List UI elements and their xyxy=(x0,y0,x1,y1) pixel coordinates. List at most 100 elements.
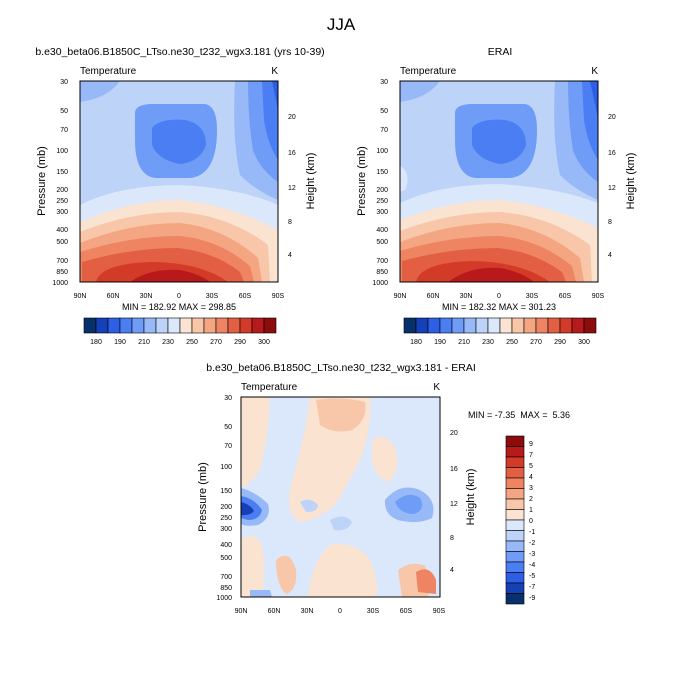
y-tick-label: 500 xyxy=(220,555,232,562)
y-tick-label: 850 xyxy=(220,585,232,592)
plot-frame xyxy=(79,80,279,283)
y-axis-label: Pressure (mb) xyxy=(36,146,48,216)
y-right-axis-label: Height (km) xyxy=(305,153,317,210)
x-tick-label: 90N xyxy=(74,293,87,300)
y-tick-label: 150 xyxy=(220,488,232,495)
y-right-tick-label: 20 xyxy=(288,114,296,121)
y-ticks: 30 50 70 100 150 200 250 300 400 500 700… xyxy=(216,395,232,602)
colorbar-swatch xyxy=(505,509,525,521)
colorbar-swatch xyxy=(83,317,97,334)
colorbar-label: 7 xyxy=(529,452,533,459)
y-tick-label: 300 xyxy=(56,209,68,216)
colorbar-swatch xyxy=(487,317,501,334)
plot-frame xyxy=(399,80,599,283)
y-tick-label: 500 xyxy=(56,239,68,246)
colorbar-label: 9 xyxy=(529,441,533,448)
y-tick-label: 250 xyxy=(376,198,388,205)
x-tick-label: 30N xyxy=(140,293,153,300)
colorbar-swatch xyxy=(505,593,525,605)
colorbar-swatch xyxy=(463,317,477,334)
colorbar-label: 270 xyxy=(530,339,542,346)
colorbar-label: -5 xyxy=(529,573,535,580)
colorbar-swatch xyxy=(107,317,121,334)
y-tick-label: 100 xyxy=(220,464,232,471)
colorbar-swatch xyxy=(535,317,549,334)
y-right-tick-label: 4 xyxy=(450,567,454,574)
x-ticks: 90N 60N 30N 0 30S 60S 90S xyxy=(235,608,446,615)
colorbar-swatch xyxy=(505,467,525,479)
colorbar-swatch xyxy=(583,317,597,334)
colorbar-label: -7 xyxy=(529,584,535,591)
y-axis-label: Pressure (mb) xyxy=(197,462,209,532)
colorbar-label: 190 xyxy=(114,339,126,346)
y-tick-label: 100 xyxy=(376,148,388,155)
y-right-tick-label: 12 xyxy=(288,185,296,192)
colorbar-swatch xyxy=(203,317,217,334)
y-right-axis-label: Height (km) xyxy=(625,153,637,210)
colorbar-swatch xyxy=(155,317,169,334)
page-title: JJA xyxy=(327,15,356,34)
colorbar-swatch xyxy=(505,519,525,531)
y-right-tick-label: 12 xyxy=(608,185,616,192)
y-tick-label: 30 xyxy=(224,395,232,402)
x-tick-label: 60S xyxy=(559,293,572,300)
x-ticks: 90N 60N 30N 0 30S 60S 90S xyxy=(394,293,605,300)
y-tick-label: 250 xyxy=(220,515,232,522)
x-tick-label: 60N xyxy=(107,293,120,300)
x-tick-label: 30N xyxy=(301,608,314,615)
y-tick-label: 1000 xyxy=(216,595,232,602)
panel-subtitle-right: K xyxy=(433,382,440,393)
colorbar-swatch xyxy=(95,317,109,334)
y-right-tick-label: 16 xyxy=(450,466,458,473)
panel-subtitle-left: Temperature xyxy=(241,382,298,393)
colorbar-swatch xyxy=(475,317,489,334)
y-right-tick-label: 16 xyxy=(608,150,616,157)
colorbar-swatch xyxy=(239,317,253,334)
x-tick-label: 0 xyxy=(177,293,181,300)
colorbar-labels: 9 7 5 4 3 2 1 0 -1 -2 -3 -4 -5 -7 -9 xyxy=(529,441,535,602)
colorbar-label: 1 xyxy=(529,507,533,514)
colorbar-swatch xyxy=(505,435,525,447)
x-tick-label: 0 xyxy=(338,608,342,615)
y-tick-label: 850 xyxy=(56,269,68,276)
colorbar-label: -4 xyxy=(529,562,535,569)
stats-label: MIN = 182.92 MAX = 298.85 xyxy=(122,302,236,312)
y-tick-label: 30 xyxy=(380,79,388,86)
colorbar-swatch xyxy=(215,317,229,334)
y-right-axis-label: Height (km) xyxy=(465,469,477,526)
y-tick-label: 200 xyxy=(376,187,388,194)
y-tick-label: 100 xyxy=(56,148,68,155)
plot-frame xyxy=(240,396,441,598)
y-tick-label: 70 xyxy=(60,127,68,134)
colorbar-swatch xyxy=(511,317,525,334)
colorbar-swatch xyxy=(427,317,441,334)
y-right-ticks: 20 16 12 8 4 xyxy=(450,430,458,574)
x-tick-label: 60S xyxy=(400,608,413,615)
colorbar-label: -9 xyxy=(529,595,535,602)
colorbar-swatch xyxy=(505,530,525,542)
colorbar-label: 300 xyxy=(578,339,590,346)
y-right-tick-label: 20 xyxy=(450,430,458,437)
colorbar-swatch xyxy=(251,317,265,334)
panel-title: b.e30_beta06.B1850C_LTso.ne30_t232_wgx3.… xyxy=(35,46,324,58)
colorbar-swatch xyxy=(451,317,465,334)
y-ticks: 30 50 70 100 150 200 250 300 400 500 700… xyxy=(52,79,68,287)
y-tick-label: 500 xyxy=(376,239,388,246)
y-tick-label: 400 xyxy=(220,542,232,549)
colorbar-label: 180 xyxy=(410,339,422,346)
colorbar-swatch xyxy=(505,561,525,573)
colorbar-swatch xyxy=(191,317,205,334)
colorbar-label: 270 xyxy=(210,339,222,346)
x-tick-label: 30S xyxy=(367,608,380,615)
colorbar-swatch xyxy=(167,317,181,334)
y-tick-label: 1000 xyxy=(372,280,388,287)
x-tick-label: 90S xyxy=(592,293,605,300)
colorbar-label: 180 xyxy=(90,339,102,346)
y-right-tick-label: 8 xyxy=(608,219,612,226)
panel-title: b.e30_beta06.B1850C_LTso.ne30_t232_wgx3.… xyxy=(206,362,476,374)
y-axis-label: Pressure (mb) xyxy=(356,146,368,216)
y-tick-label: 200 xyxy=(220,504,232,511)
colorbar-label: 230 xyxy=(482,339,494,346)
y-tick-label: 30 xyxy=(60,79,68,86)
